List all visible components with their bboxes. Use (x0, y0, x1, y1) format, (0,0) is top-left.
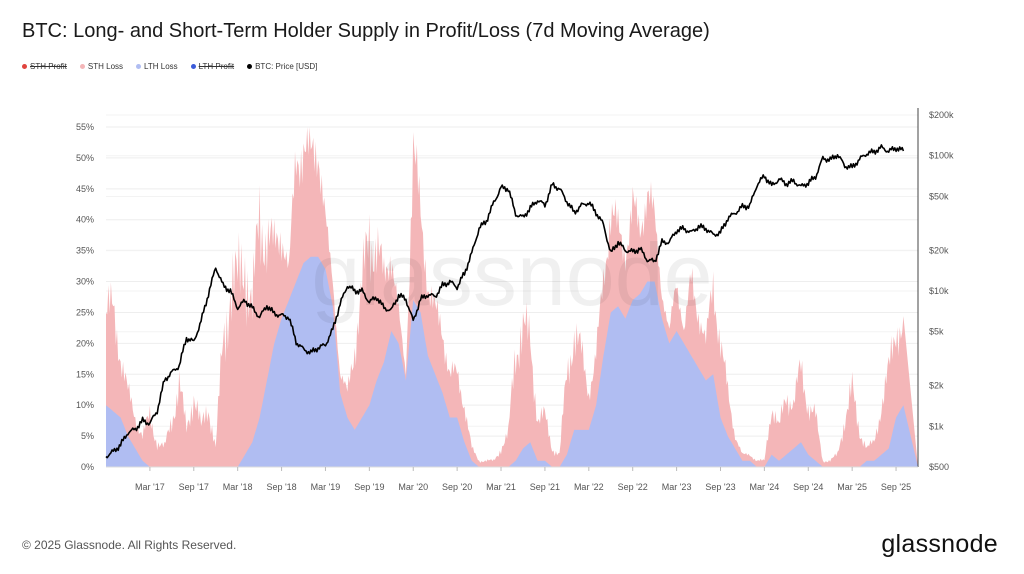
x-tick-label: Sep '24 (793, 482, 823, 492)
y-left-tick-label: 5% (81, 431, 94, 441)
x-tick-label: Mar '19 (311, 482, 341, 492)
y-left-tick-label: 50% (76, 153, 94, 163)
x-tick-label: Mar '18 (223, 482, 253, 492)
x-tick-label: Sep '17 (179, 482, 209, 492)
y-left-tick-label: 10% (76, 400, 94, 410)
legend-label: LTH Profit (198, 62, 235, 71)
watermark: glassnode (311, 225, 712, 324)
legend-item-sth-loss[interactable]: STH Loss (79, 62, 124, 71)
legend-item-sth-profit[interactable]: STH Profit (22, 62, 67, 71)
legend-label: STH Loss (87, 62, 124, 71)
x-tick-label: Sep '20 (442, 482, 472, 492)
price-line-group (105, 144, 905, 459)
legend-item-btc-price[interactable]: BTC: Price [USD] (247, 62, 317, 71)
axes: 0% 5% 10% 15% 20% 25% 30% 35% 40% 45% 50% 55% $500 $1… (76, 108, 954, 492)
lth-loss-area (106, 256, 918, 467)
x-tick-label: Sep '22 (618, 482, 648, 492)
legend-label: STH Profit (30, 62, 67, 71)
glassnode-logo[interactable]: glassnode (881, 530, 998, 558)
y-right-tick-label: $1k (929, 421, 944, 431)
y-left-tick-label: 0% (81, 462, 94, 472)
x-tick-label: Mar '22 (574, 482, 604, 492)
y-right-tick-label: $20k (929, 245, 949, 255)
x-tick-label: Sep '25 (881, 482, 911, 492)
y-right-tick-label: $2k (929, 381, 944, 391)
x-tick-label: Sep '18 (266, 482, 296, 492)
y-right-tick-label: $200k (929, 110, 954, 120)
legend-swatch (22, 64, 27, 69)
y-left-tick-label: 20% (76, 338, 94, 348)
legend-item-lth-loss[interactable]: LTH Loss (136, 62, 178, 71)
x-tick-label: Sep '23 (705, 482, 735, 492)
y-right-tick-label: $50k (929, 191, 949, 201)
x-tick-label: Sep '19 (354, 482, 384, 492)
y-left-tick-label: 30% (76, 277, 94, 287)
x-tick-label: Mar '17 (135, 482, 165, 492)
legend-label: LTH Loss (144, 62, 178, 71)
btc-price-line (105, 144, 905, 459)
x-tick-label: Mar '21 (486, 482, 516, 492)
y-right-tick-label: $500 (929, 462, 949, 472)
y-left-tick-label: 25% (76, 307, 94, 317)
x-tick-label: Mar '24 (750, 482, 780, 492)
y-right-tick-label: $100k (929, 151, 954, 161)
y-left-tick-label: 45% (76, 184, 94, 194)
copyright: © 2025 Glassnode. All Rights Reserved. (22, 538, 237, 552)
chart-title: BTC: Long- and Short-Term Holder Supply … (22, 20, 710, 42)
legend: STH Profit STH Loss LTH Loss LTH Profit … (22, 62, 317, 71)
legend-label: BTC: Price [USD] (255, 62, 318, 71)
legend-swatch (190, 64, 196, 69)
y-right-tick-label: $10k (929, 286, 949, 296)
areas (106, 127, 918, 467)
y-left-tick-label: 40% (76, 215, 94, 225)
legend-swatch (79, 64, 85, 69)
y-left-tick-label: 35% (76, 246, 94, 256)
x-tick-label: Mar '25 (837, 482, 867, 492)
x-tick-label: Sep '21 (530, 482, 560, 492)
y-right-tick-label: $5k (929, 327, 944, 337)
x-tick-label: Mar '20 (398, 482, 428, 492)
y-left-tick-label: 15% (76, 369, 94, 379)
x-tick-label: Mar '23 (662, 482, 692, 492)
y-left-tick-label: 55% (76, 122, 94, 132)
legend-swatch (247, 64, 253, 69)
legend-item-lth-profit[interactable]: LTH Profit (190, 62, 235, 71)
legend-swatch (136, 64, 142, 69)
